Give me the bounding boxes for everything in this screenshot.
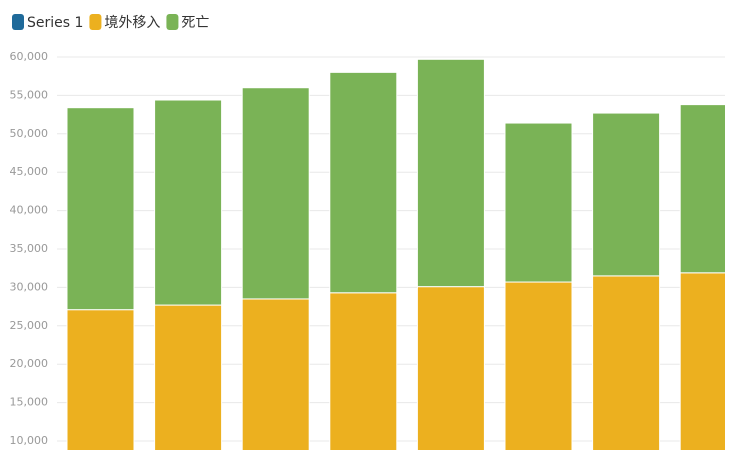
bar-segment	[66, 309, 135, 450]
y-tick-label: 10,000	[10, 434, 49, 447]
y-tick-label: 40,000	[10, 204, 49, 217]
legend-label: Series 1	[27, 15, 83, 31]
y-tick-label: 55,000	[10, 88, 49, 101]
bar-segment	[241, 298, 310, 450]
bar-segment	[504, 281, 573, 450]
bar-segment	[679, 272, 725, 450]
legend-label: 死亡	[181, 15, 209, 31]
y-tick-label: 50,000	[10, 127, 49, 140]
bar-segment	[66, 107, 135, 311]
y-tick-label: 60,000	[10, 50, 49, 63]
bar-segment	[679, 104, 725, 274]
legend: Series 1 境外移入 死亡	[12, 14, 209, 31]
y-tick-label: 45,000	[10, 165, 49, 178]
bars	[66, 58, 725, 450]
bar-segment	[416, 58, 485, 288]
legend-label: 境外移入	[104, 15, 160, 31]
bar-segment	[329, 292, 398, 450]
bar-segment	[416, 286, 485, 450]
bar-segment	[592, 112, 661, 277]
y-tick-label: 30,000	[10, 280, 49, 293]
bar-segment	[154, 304, 223, 450]
bar-segment	[504, 122, 573, 283]
bar-segment	[329, 71, 398, 294]
legend-swatch	[166, 14, 179, 30]
legend-swatch	[89, 14, 102, 30]
y-tick-label: 20,000	[10, 357, 49, 370]
bar-segment	[241, 87, 310, 300]
y-tick-label: 15,000	[10, 396, 49, 409]
legend-swatch	[12, 14, 24, 30]
bar-segment	[592, 275, 661, 450]
bar-segment	[154, 99, 223, 306]
y-tick-label: 35,000	[10, 242, 49, 255]
y-tick-label: 25,000	[10, 319, 49, 332]
